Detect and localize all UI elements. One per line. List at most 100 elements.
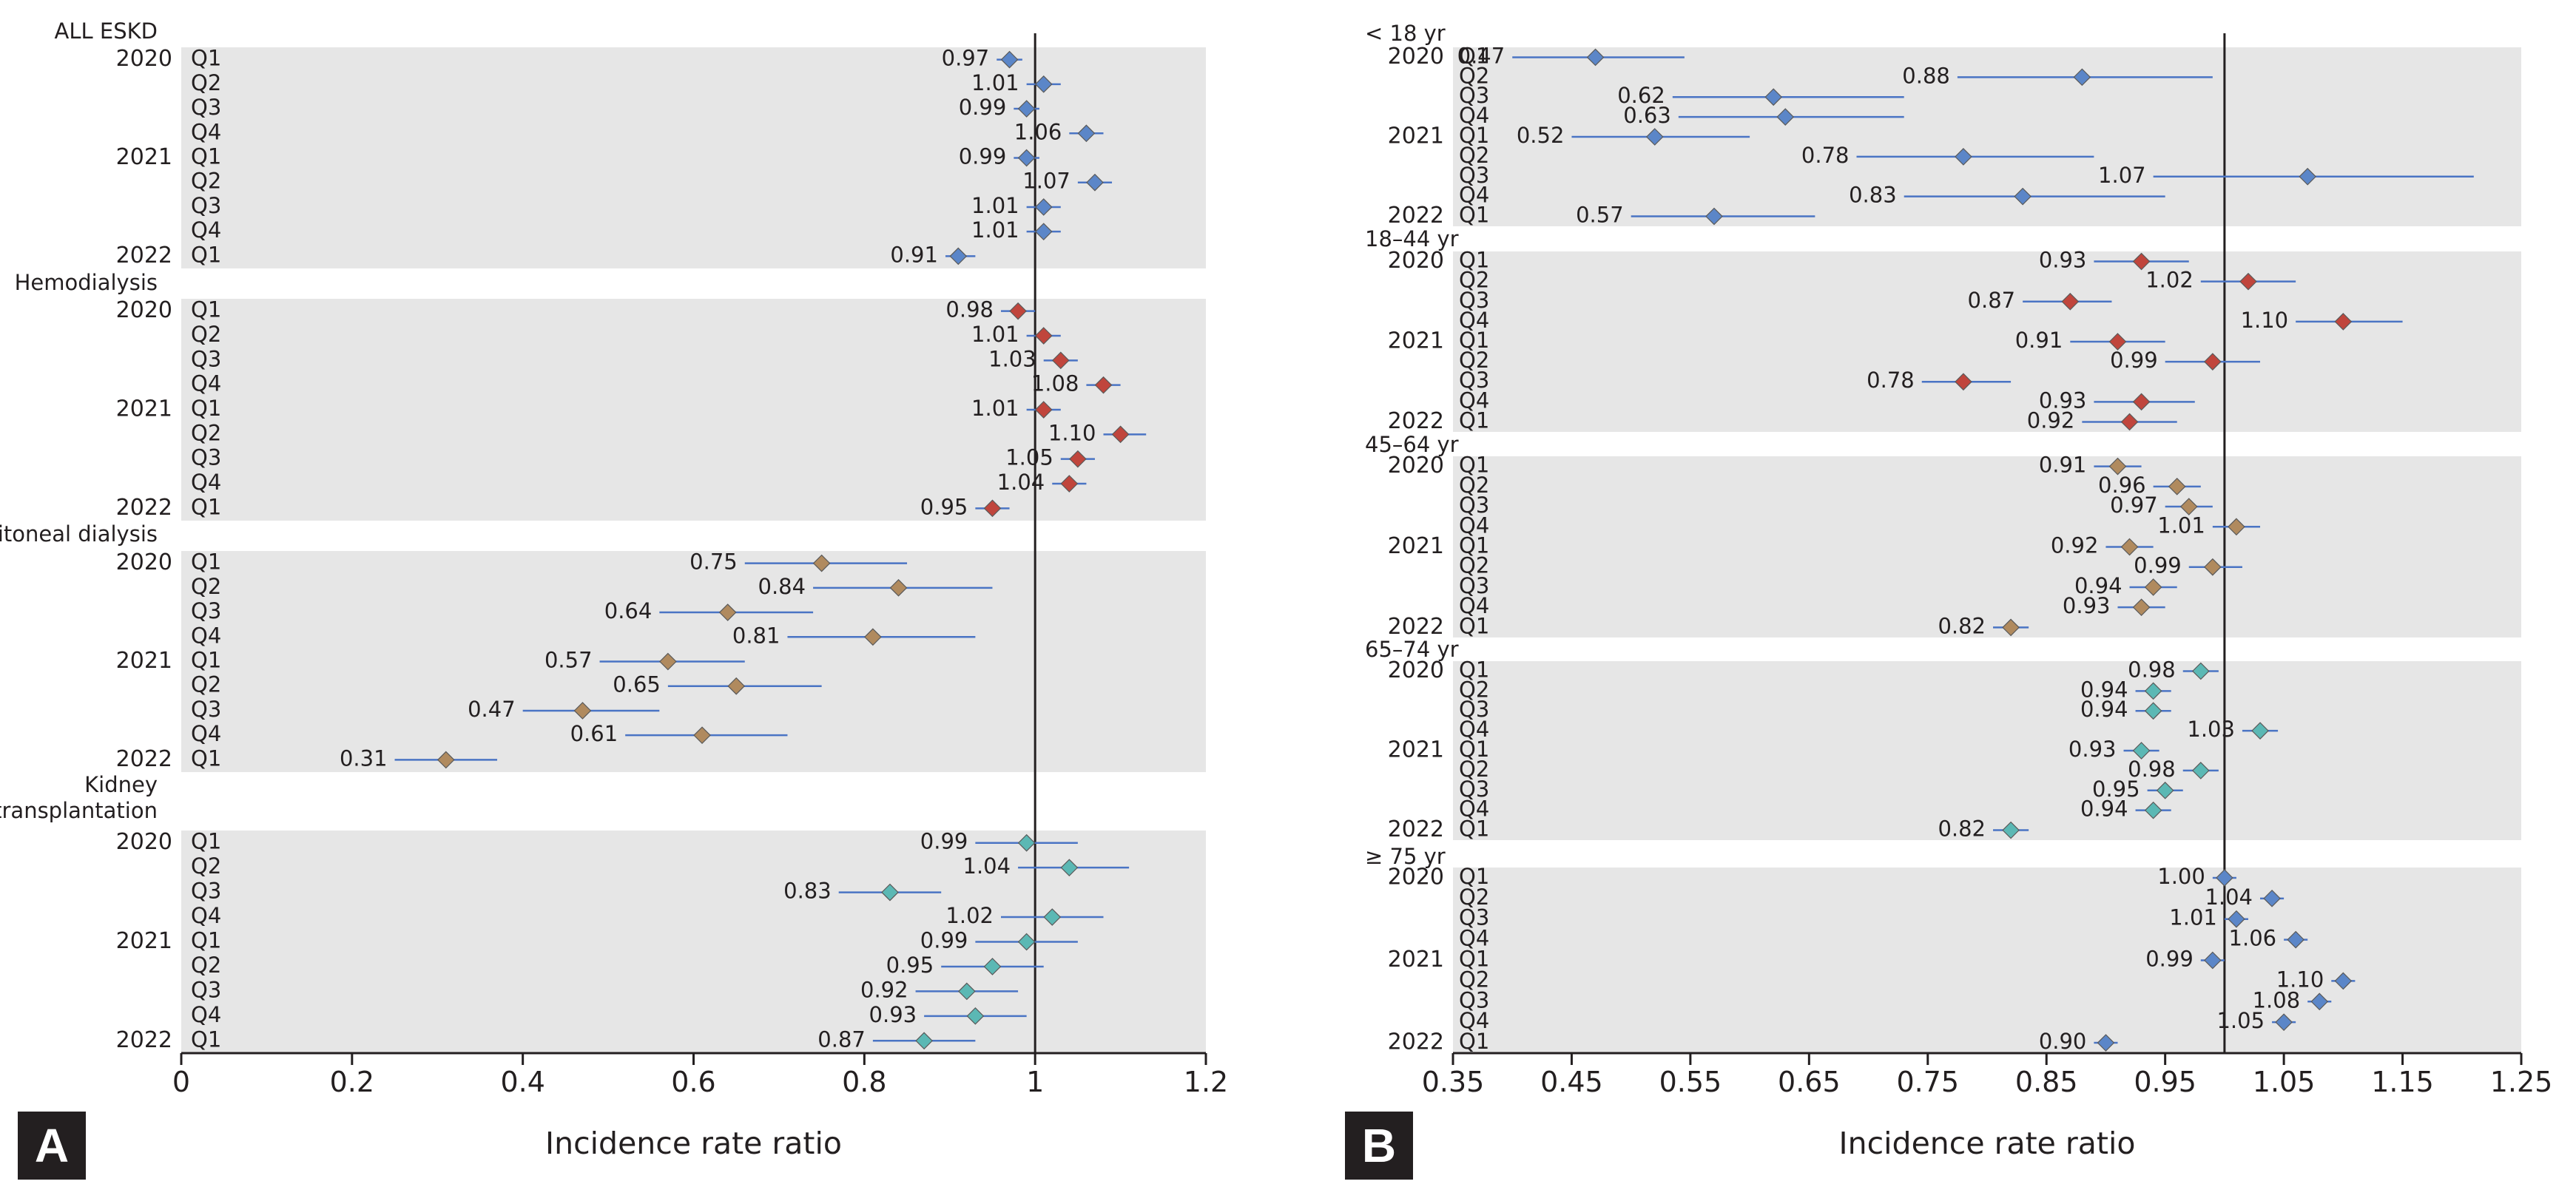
panel-b-value-label: 0.99	[2110, 348, 2158, 373]
panel-b-irr-marker	[2299, 167, 2317, 186]
panel-b-irr-marker	[2108, 457, 2127, 476]
panel-b-irr-marker	[2120, 413, 2139, 431]
panel-a-irr-marker	[864, 628, 882, 646]
panel-b-quarter-label: Q1	[1459, 613, 1489, 638]
panel-a-year-label: 2020	[116, 549, 172, 575]
panel-b-irr-marker	[2144, 578, 2162, 596]
panel-a-irr-marker	[881, 883, 899, 902]
panel-b-irr-marker	[2191, 762, 2210, 779]
panel-a-quarter-label: Q1	[191, 928, 221, 953]
panel-b-value-label: 0.82	[1938, 816, 1986, 842]
panel-a-irr-marker	[889, 578, 908, 597]
panel-b-x-tick-label: 1.25	[2490, 1066, 2553, 1098]
panel-b-year-label: 2022	[1388, 1029, 1444, 1055]
panel-b-value-label: 0.94	[2080, 697, 2128, 722]
panel-a-year-label: 2022	[116, 495, 172, 521]
panel-b-quarter-label: Q3	[1459, 777, 1489, 802]
panel-b-value-label: 0.98	[2128, 757, 2176, 782]
panel-b-group-band	[1453, 456, 2521, 637]
panel-a-value-label: 1.07	[1022, 169, 1070, 194]
panel-a-irr-marker	[1034, 198, 1053, 216]
panel-b-quarter-label: Q2	[1459, 677, 1489, 702]
panel-b-irr-marker	[2002, 821, 2020, 839]
panel-b-quarter-label: Q3	[1459, 573, 1489, 598]
panel-a-quarter-label: Q4	[191, 119, 221, 144]
panel-a-irr-marker	[1086, 173, 1104, 192]
panel-b-x-tick-label: 1.15	[2371, 1066, 2434, 1098]
panel-a-x-axis-title: Incidence rate ratio	[545, 1126, 842, 1161]
panel-a-value-label: 1.01	[971, 322, 1019, 347]
panel-b-x-tick-label: 0.35	[1422, 1066, 1485, 1098]
panel-a-x-tick-label: 0.2	[330, 1066, 374, 1098]
panel-b-quarter-label: Q4	[1459, 1008, 1489, 1033]
panel-a-value-label: 0.93	[869, 1002, 917, 1027]
panel-b-irr-marker	[2334, 313, 2353, 331]
panel-b-value-label: 0.91	[2015, 328, 2063, 353]
panel-a-quarter-label: Q1	[191, 396, 221, 421]
panel-b-quarter-label: Q3	[1459, 697, 1489, 722]
panel-b-value-label: 0.93	[2039, 388, 2087, 413]
panel-b-irr-marker	[2191, 662, 2210, 680]
panel-a-group-title: transplantation	[0, 798, 158, 823]
panel-b-quarter-label: Q2	[1459, 967, 1489, 992]
panel-a-year-label: 2020	[116, 297, 172, 323]
panel-b-irr-marker	[2228, 910, 2245, 928]
panel-b-value-label: 0.78	[1867, 368, 1915, 393]
panel-a-value-label: 0.99	[959, 95, 1007, 120]
panel-b-irr-marker	[2061, 292, 2080, 311]
panel-a-value-label: 1.01	[971, 217, 1019, 243]
panel-label-b: B	[1345, 1112, 1413, 1180]
panel-a-irr-marker	[1077, 124, 1096, 143]
panel-b-value-label: 0.91	[2039, 453, 2087, 478]
panel-a-irr-marker	[1017, 100, 1036, 118]
panel-b-irr-marker	[2002, 618, 2020, 637]
panel-b-quarter-label: Q2	[1459, 757, 1489, 782]
panel-a-value-label: 0.98	[945, 297, 994, 322]
panel-a-value-label: 0.47	[468, 697, 516, 722]
panel-b-quarter-label: Q2	[1459, 473, 1489, 498]
panel-a-value-label: 0.87	[817, 1027, 866, 1052]
panel-b-quarter-label: Q1	[1459, 816, 1489, 842]
panel-a-irr-marker	[693, 726, 711, 745]
panel-a-value-label: 0.91	[890, 242, 938, 267]
panel-b-year-label: 2021	[1388, 533, 1444, 559]
panel-a-value-label: 1.02	[945, 903, 994, 928]
panel-b-irr-marker	[2203, 353, 2222, 371]
panel-b-irr-marker	[2239, 272, 2257, 291]
panel-a-x-tick-label: 1	[1026, 1066, 1044, 1098]
panel-b-value-label: 0.93	[2039, 248, 2087, 273]
panel-b-value-label: 0.96	[2098, 473, 2146, 498]
panel-b-quarter-label: Q2	[1459, 143, 1489, 168]
panel-b-irr-marker	[2144, 801, 2162, 819]
panel-a-quarter-label: Q4	[191, 623, 221, 648]
panel-b-x-tick-label: 0.75	[1896, 1066, 1959, 1098]
panel-b-year-label: 2022	[1388, 816, 1444, 842]
panel-b-value-label: 1.01	[2169, 905, 2217, 930]
panel-b-value-label: 1.01	[2157, 513, 2205, 538]
panel-a-quarter-label: Q3	[191, 445, 221, 470]
panel-b-irr-marker	[2073, 68, 2091, 87]
panel-b-value-label: 0.98	[2128, 657, 2176, 682]
panel-a-year-label: 2021	[116, 396, 172, 422]
panel-b-year-label: 2021	[1388, 124, 1444, 149]
panel-b-x-tick-label: 1.05	[2253, 1066, 2316, 1098]
panel-a-value-label: 0.75	[689, 549, 738, 575]
panel-a-value-label: 0.99	[959, 144, 1007, 169]
panel-b-group-title: 65–74 yr	[1365, 637, 1459, 662]
panel-a-year-label: 2021	[116, 648, 172, 674]
panel-b-irr-marker	[2097, 1034, 2115, 1052]
panel-b-irr-marker	[2120, 538, 2139, 556]
panel-b-x-tick-label: 0.45	[1540, 1066, 1603, 1098]
panel-b-quarter-label: Q1	[1459, 1029, 1489, 1054]
panel-a-group-title: Kidney	[84, 772, 158, 797]
panel-a-quarter-label: Q1	[191, 242, 221, 267]
panel-a-quarter-label: Q3	[191, 598, 221, 623]
panel-b-quarter-label: Q1	[1459, 453, 1489, 478]
panel-b-group-band	[1453, 661, 2521, 840]
panel-b-value-label: 0.88	[1902, 63, 1950, 88]
panel-a-irr-marker	[718, 603, 737, 621]
panel-a-value-label: 1.04	[997, 470, 1045, 495]
panel-a-value-label: 1.10	[1048, 420, 1096, 445]
panel-a-value-label: 1.04	[963, 853, 1011, 879]
panel-a-quarter-label: Q1	[191, 549, 221, 575]
